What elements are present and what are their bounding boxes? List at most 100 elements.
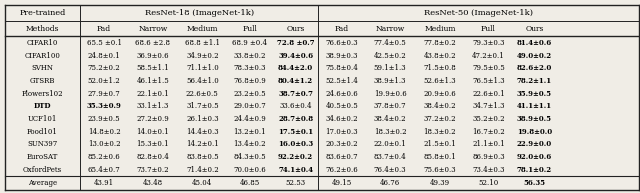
Text: 80.4±1.2: 80.4±1.2 [278, 77, 313, 85]
Text: 20.9±0.6: 20.9±0.6 [424, 90, 456, 98]
Text: 19.8±0.0: 19.8±0.0 [517, 128, 552, 136]
Text: 75.8±0.4: 75.8±0.4 [326, 64, 358, 72]
Text: 38.9±0.5: 38.9±0.5 [517, 115, 552, 123]
Text: 56.4±1.0: 56.4±1.0 [186, 77, 219, 85]
Text: 13.2±0.1: 13.2±0.1 [234, 128, 266, 136]
Text: 85.8±0.1: 85.8±0.1 [424, 153, 456, 161]
Text: 84.3±0.5: 84.3±0.5 [234, 153, 266, 161]
Text: 68.9 ±0.4: 68.9 ±0.4 [232, 39, 268, 47]
Text: 73.7±0.2: 73.7±0.2 [136, 166, 169, 174]
Text: 68.6 ±2.8: 68.6 ±2.8 [136, 39, 170, 47]
Text: 77.4±0.5: 77.4±0.5 [374, 39, 406, 47]
Text: Methods: Methods [26, 25, 60, 33]
Text: 83.6±0.7: 83.6±0.7 [326, 153, 358, 161]
Text: Narrow: Narrow [138, 25, 168, 33]
Text: Pre-trained: Pre-trained [19, 9, 66, 17]
Text: 72.8 ±0.7: 72.8 ±0.7 [276, 39, 314, 47]
Text: CIFAR10: CIFAR10 [27, 39, 58, 47]
Text: 71.5±0.8: 71.5±0.8 [424, 64, 456, 72]
Text: Full: Full [243, 25, 257, 33]
Text: 22.9±0.0: 22.9±0.0 [517, 141, 552, 148]
Text: Narrow: Narrow [376, 25, 404, 33]
Text: 82.8±0.4: 82.8±0.4 [136, 153, 169, 161]
Text: 18.3±0.2: 18.3±0.2 [374, 128, 406, 136]
Text: Pad: Pad [97, 25, 111, 33]
Text: 17.5±0.1: 17.5±0.1 [278, 128, 313, 136]
Text: 13.0±0.2: 13.0±0.2 [88, 141, 120, 148]
Text: 22.6±0.5: 22.6±0.5 [186, 90, 219, 98]
Text: 24.6±0.6: 24.6±0.6 [326, 90, 358, 98]
Text: 42.5±0.2: 42.5±0.2 [374, 52, 406, 59]
Text: Full: Full [481, 25, 496, 33]
Text: 76.4±0.3: 76.4±0.3 [374, 166, 406, 174]
Text: 70.0±0.6: 70.0±0.6 [234, 166, 266, 174]
Text: 27.9±0.7: 27.9±0.7 [88, 90, 120, 98]
Text: 31.7±0.5: 31.7±0.5 [186, 102, 219, 110]
Text: 22.0±0.1: 22.0±0.1 [374, 141, 406, 148]
Text: 26.1±0.3: 26.1±0.3 [186, 115, 219, 123]
Text: 46.76: 46.76 [380, 179, 400, 187]
Text: 76.5±1.3: 76.5±1.3 [472, 77, 505, 85]
Text: 38.9±0.3: 38.9±0.3 [326, 52, 358, 59]
Text: 75.6±0.3: 75.6±0.3 [424, 166, 456, 174]
Text: 68.8 ±1.1: 68.8 ±1.1 [185, 39, 220, 47]
Text: 79.5±0.5: 79.5±0.5 [472, 64, 505, 72]
Text: 33.6±0.4: 33.6±0.4 [279, 102, 312, 110]
Text: Average: Average [28, 179, 57, 187]
Text: 43.8±0.2: 43.8±0.2 [424, 52, 456, 59]
Text: 15.3±0.1: 15.3±0.1 [136, 141, 169, 148]
Text: 37.8±0.7: 37.8±0.7 [374, 102, 406, 110]
Text: 35.2±0.2: 35.2±0.2 [472, 115, 505, 123]
Text: 49.15: 49.15 [332, 179, 352, 187]
Text: 38.4±0.2: 38.4±0.2 [424, 102, 456, 110]
Text: 17.0±0.3: 17.0±0.3 [326, 128, 358, 136]
Text: 14.0±0.1: 14.0±0.1 [136, 128, 169, 136]
Text: 35.3±0.9: 35.3±0.9 [86, 102, 122, 110]
Text: 18.3±0.2: 18.3±0.2 [424, 128, 456, 136]
Text: ResNet-50 (ImageNet-1k): ResNet-50 (ImageNet-1k) [424, 9, 533, 17]
Text: 34.6±0.2: 34.6±0.2 [326, 115, 358, 123]
Text: 41.1±1.1: 41.1±1.1 [517, 102, 552, 110]
Text: 43.91: 43.91 [94, 179, 114, 187]
Text: 29.0±0.7: 29.0±0.7 [234, 102, 266, 110]
Text: Medium: Medium [424, 25, 456, 33]
Text: 65.4±0.7: 65.4±0.7 [88, 166, 120, 174]
Text: 76.8±0.9: 76.8±0.9 [234, 77, 266, 85]
Text: 36.9±0.6: 36.9±0.6 [136, 52, 169, 59]
Text: 83.7±0.4: 83.7±0.4 [374, 153, 406, 161]
Text: 85.2±0.6: 85.2±0.6 [88, 153, 120, 161]
Text: OxfordPets: OxfordPets [23, 166, 62, 174]
Text: 86.9±0.3: 86.9±0.3 [472, 153, 505, 161]
Text: SVHN: SVHN [31, 64, 54, 72]
Text: 23.2±0.5: 23.2±0.5 [234, 90, 266, 98]
Text: Ours: Ours [525, 25, 543, 33]
Text: 38.7±0.7: 38.7±0.7 [278, 90, 313, 98]
Text: 22.1±0.1: 22.1±0.1 [136, 90, 169, 98]
Text: 20.3±0.2: 20.3±0.2 [326, 141, 358, 148]
Text: Ours: Ours [287, 25, 305, 33]
Text: 78.3±0.3: 78.3±0.3 [234, 64, 266, 72]
Text: 37.2±0.2: 37.2±0.2 [424, 115, 456, 123]
Text: 92.2±0.2: 92.2±0.2 [278, 153, 313, 161]
Text: 82.6±2.0: 82.6±2.0 [516, 64, 552, 72]
Text: CIFAR100: CIFAR100 [24, 52, 60, 59]
Text: ResNet-18 (ImageNet-1k): ResNet-18 (ImageNet-1k) [145, 9, 253, 17]
Text: 19.9±0.6: 19.9±0.6 [374, 90, 406, 98]
Text: 56.35: 56.35 [524, 179, 545, 187]
Text: 34.7±1.3: 34.7±1.3 [472, 102, 505, 110]
Text: 38.9±1.3: 38.9±1.3 [374, 77, 406, 85]
Text: UCF101: UCF101 [28, 115, 57, 123]
Text: 24.8±0.1: 24.8±0.1 [88, 52, 120, 59]
Text: 84.4±2.0: 84.4±2.0 [278, 64, 313, 72]
Text: 59.1±1.3: 59.1±1.3 [374, 64, 406, 72]
Text: Medium: Medium [187, 25, 218, 33]
Text: 24.4±0.9: 24.4±0.9 [234, 115, 266, 123]
Text: GTSRB: GTSRB [30, 77, 55, 85]
Text: 49.39: 49.39 [430, 179, 450, 187]
Text: 78.1±0.2: 78.1±0.2 [517, 166, 552, 174]
Text: 21.1±0.1: 21.1±0.1 [472, 141, 505, 148]
Text: 79.3±0.3: 79.3±0.3 [472, 39, 505, 47]
Text: 52.5±1.4: 52.5±1.4 [326, 77, 358, 85]
Text: 83.8±0.5: 83.8±0.5 [186, 153, 219, 161]
Text: 45.04: 45.04 [192, 179, 212, 187]
